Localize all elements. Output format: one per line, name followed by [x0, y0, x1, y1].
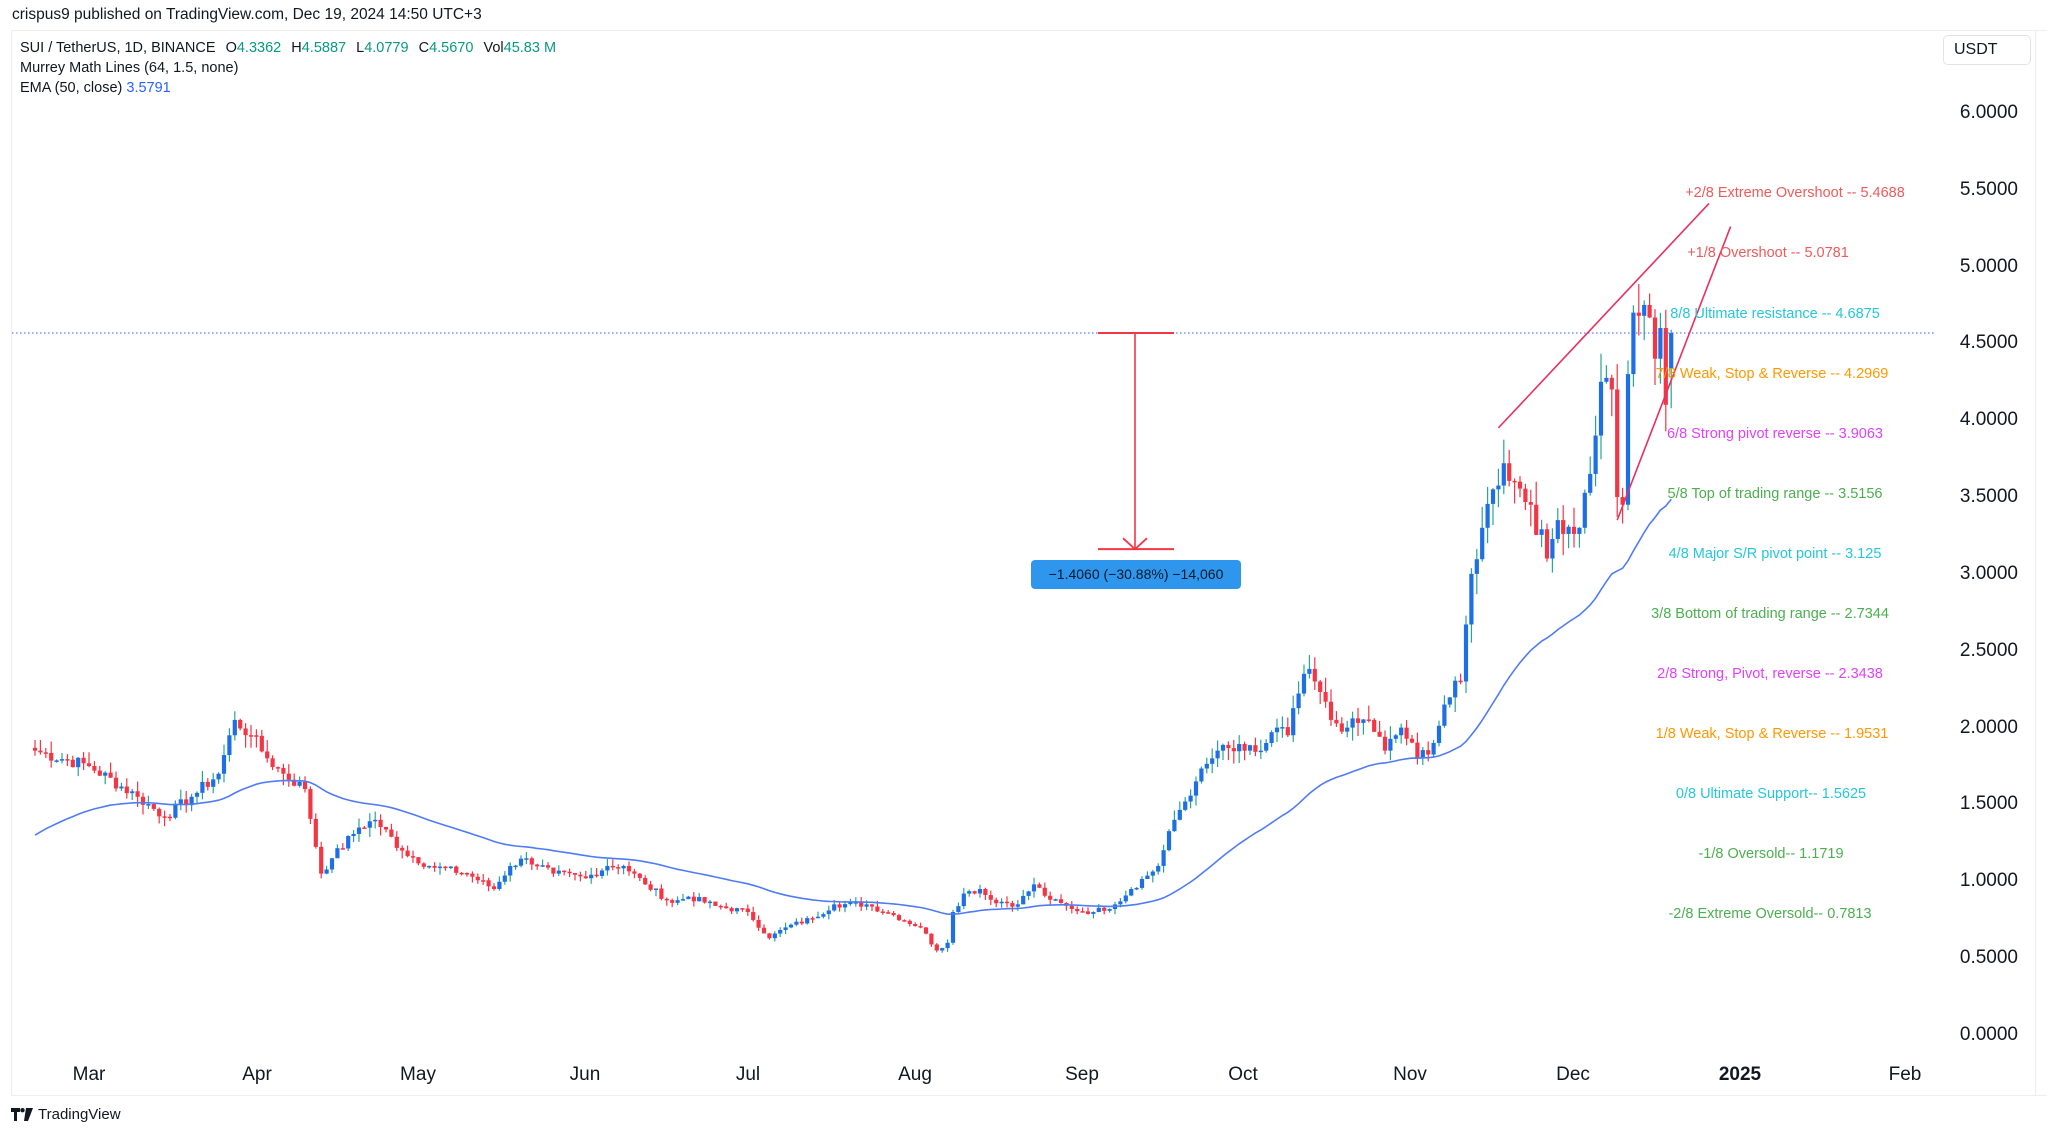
murrey-level-label: 5/8 Top of trading range -- 3.5156 [1667, 485, 1883, 502]
price-tick: 2.5000 [1959, 639, 2018, 661]
murrey-level-label: 8/8 Ultimate resistance -- 4.6875 [1670, 305, 1880, 322]
ema-indicator-title[interactable]: EMA (50, close) [20, 80, 123, 96]
price-tick: 0.0000 [1959, 1024, 2018, 1045]
price-tick: 4.5000 [1959, 332, 2018, 354]
tradingview-logo-icon [11, 1108, 33, 1121]
time-tick: Mar [72, 1064, 106, 1085]
murrey-level-label: +2/8 Extreme Overshoot -- 5.4688 [1685, 185, 1905, 202]
time-tick: Dec [1556, 1064, 1590, 1085]
time-tick: Apr [242, 1064, 272, 1085]
low-value: 4.0779 [364, 40, 409, 56]
price-tick: 1.5000 [1959, 793, 2018, 815]
price-tick: 4.0000 [1959, 409, 2018, 431]
price-axis[interactable]: 6.0000 5.5000 5.0000 4.5000 4.0000 3.5000 3.00… [1936, 30, 2036, 1050]
murrey-level-label: -1/8 Oversold-- 1.1719 [1698, 845, 1844, 862]
volume-value: 45.83 M [503, 40, 557, 56]
measure-result-label[interactable]: −1.4060 (−30.88%) −14,060 [1031, 560, 1241, 589]
symbol-legend-row[interactable]: SUI / TetherUS, 1D, BINANCE O4.3362 H4.5… [20, 38, 556, 58]
time-tick: Nov [1393, 1064, 1427, 1085]
wedge-trendline-upper[interactable] [1497, 202, 1710, 429]
price-tick: 3.5000 [1959, 486, 2018, 508]
murrey-level-label: 4/8 Major S/R pivot point -- 3.125 [1668, 545, 1882, 562]
murrey-level-label: 7/8 Weak, Stop & Reverse -- 4.2969 [1655, 365, 1889, 382]
open-value: 4.3362 [236, 40, 282, 56]
symbol-title[interactable]: SUI / TetherUS, 1D, BINANCE [20, 40, 216, 56]
close-value: 4.5670 [429, 40, 474, 56]
tradingview-brand: TradingView [38, 1106, 121, 1123]
murrey-level-label: 0/8 Ultimate Support-- 1.5625 [1675, 785, 1867, 802]
murrey-indicator-title[interactable]: Murrey Math Lines (64, 1.5, none) [20, 60, 239, 76]
ema-line [34, 498, 1672, 916]
tradingview-logo[interactable]: TradingView [11, 1106, 121, 1123]
time-tick: Jun [569, 1064, 601, 1085]
high-label: H [291, 40, 302, 56]
currency-button[interactable]: USDT [1943, 35, 2031, 65]
price-tick: 1.0000 [1959, 870, 2018, 892]
high-value: 4.5887 [301, 40, 347, 56]
murrey-level-label: 6/8 Strong pivot reverse -- 3.9063 [1666, 425, 1884, 442]
time-tick: Feb [1888, 1064, 1922, 1085]
candles [32, 283, 1674, 953]
publish-info: crispus9 published on TradingView.com, D… [12, 6, 482, 23]
murrey-level-label: 2/8 Strong, Pivot, reverse -- 2.3438 [1657, 665, 1883, 682]
price-tick: 6.0000 [1959, 101, 2018, 123]
volume-label: Vol [483, 40, 504, 56]
murrey-level-label: 1/8 Weak, Stop & Reverse -- 1.9531 [1655, 725, 1889, 742]
price-tick: 2.0000 [1959, 716, 2018, 738]
open-label: O [225, 40, 237, 56]
chart-container[interactable] [11, 30, 2047, 1096]
indicator-murrey-row[interactable]: Murrey Math Lines (64, 1.5, none) [20, 58, 556, 78]
ema-value: 3.5791 [126, 80, 171, 96]
price-tick: 5.5000 [1959, 178, 2018, 200]
price-range-measure[interactable] [1098, 332, 1174, 551]
price-tick: 5.0000 [1959, 255, 2018, 277]
low-label: L [356, 40, 365, 56]
murrey-level-label: -2/8 Extreme Oversold-- 0.7813 [1668, 905, 1872, 922]
close-label: C [418, 40, 430, 56]
time-tick: May [400, 1064, 436, 1085]
time-tick: Oct [1228, 1064, 1258, 1085]
price-tick: 3.0000 [1959, 562, 2018, 584]
price-tick: 0.5000 [1959, 947, 2018, 969]
price-axis-border [2035, 30, 2036, 1096]
murrey-level-label: 3/8 Bottom of trading range -- 2.7344 [1651, 605, 1889, 622]
time-tick: Jul [735, 1064, 761, 1085]
indicator-ema-row[interactable]: EMA (50, close) 3.5791 [20, 78, 556, 98]
chart-legend: SUI / TetherUS, 1D, BINANCE O4.3362 H4.5… [20, 38, 556, 98]
time-tick: 2025 [1718, 1064, 1762, 1085]
wedge-trendline-lower[interactable] [1616, 226, 1732, 521]
time-tick: Sep [1065, 1064, 1099, 1085]
time-tick: Aug [898, 1064, 932, 1085]
murrey-level-label: +1/8 Overshoot -- 5.0781 [1687, 245, 1849, 262]
